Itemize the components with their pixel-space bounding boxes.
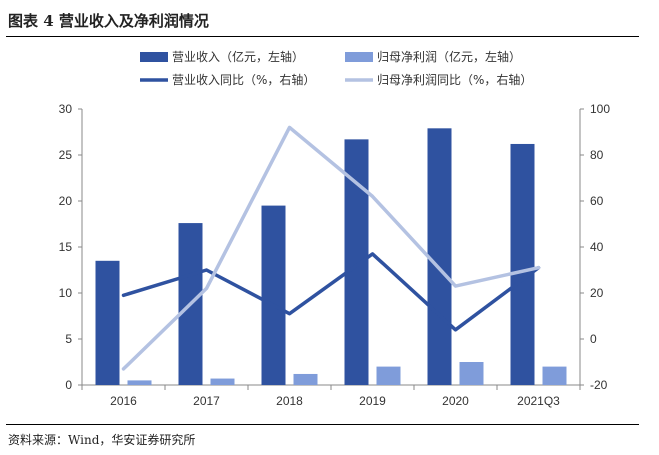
profit-bar: [210, 378, 235, 385]
x-tick-label: 2016: [110, 394, 137, 408]
bottom-rule: [6, 424, 639, 425]
left-tick-label: 0: [65, 378, 72, 392]
left-tick-label: 15: [59, 240, 73, 254]
profit-bar: [459, 362, 484, 385]
profit-bar: [376, 366, 401, 385]
right-tick-label: 0: [590, 332, 597, 346]
left-tick-label: 10: [59, 286, 73, 300]
x-tick-label: 2017: [193, 394, 220, 408]
legend-label: 归母净利润（亿元，左轴）: [377, 49, 521, 64]
legend-label: 营业收入（亿元，左轴）: [172, 49, 304, 64]
right-tick-label: 40: [590, 240, 604, 254]
right-tick-label: 100: [590, 102, 610, 116]
revenue-bar: [344, 139, 369, 385]
left-tick-label: 30: [59, 102, 73, 116]
right-tick-label: 60: [590, 194, 604, 208]
legend-label: 营业收入同比（%，右轴）: [172, 72, 315, 87]
right-tick-label: 20: [590, 286, 604, 300]
profit-bar: [542, 366, 567, 385]
axes: 0 5 10 15 20 25 30 -20 0 20 40 60 80 100 2016 2017 2018 2…: [59, 102, 611, 408]
bars: [95, 128, 567, 385]
revenue-bar: [261, 205, 286, 385]
chart-title: 图表 4 营业收入及净利润情况: [8, 12, 209, 30]
x-tick-label: 2019: [359, 394, 386, 408]
legend-swatch: [140, 52, 168, 62]
left-tick-label: 25: [59, 148, 73, 162]
revenue-yoy-line: [121, 252, 541, 332]
x-tick-label: 2020: [442, 394, 469, 408]
left-tick-label: 20: [59, 194, 73, 208]
top-rule: [6, 36, 639, 37]
source-note: 资料来源：Wind，华安证券研究所: [8, 433, 196, 447]
right-tick-label: 80: [590, 148, 604, 162]
profit-yoy-line: [121, 125, 541, 371]
profit-bar: [293, 373, 318, 385]
revenue-bar: [427, 128, 452, 385]
left-tick-label: 5: [65, 332, 72, 346]
legend: 营业收入（亿元，左轴） 归母净利润（亿元，左轴） 营业收入同比（%，右轴） 归母净利润…: [140, 49, 532, 87]
legend-swatch: [345, 52, 373, 62]
x-tick-label: 2021Q3: [517, 394, 560, 408]
revenue-bar: [510, 143, 535, 385]
x-tick-label: 2018: [276, 394, 303, 408]
legend-label: 归母净利润同比（%，右轴）: [377, 72, 532, 87]
right-tick-label: -20: [590, 378, 608, 392]
profit-bar: [127, 380, 152, 385]
revenue-bar: [95, 260, 120, 385]
lines: [121, 125, 541, 371]
